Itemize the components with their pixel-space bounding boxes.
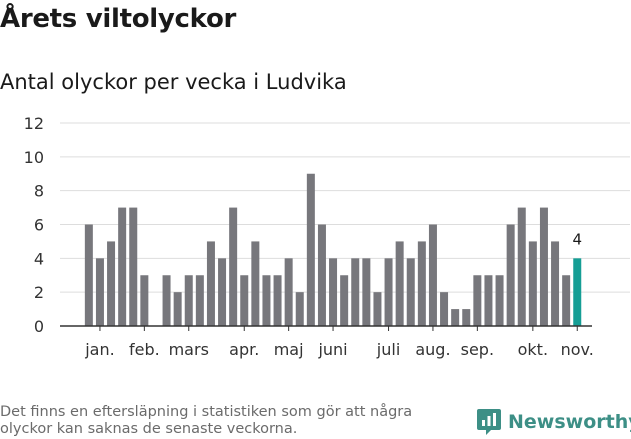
footnote: Det finns en eftersläpning i statistiken… — [0, 404, 413, 437]
bar — [295, 292, 304, 326]
bar — [528, 241, 537, 326]
bar — [262, 275, 271, 326]
x-tick-label: juli — [376, 340, 400, 359]
bar — [84, 224, 93, 326]
bar — [562, 275, 571, 326]
bar — [284, 258, 293, 326]
bar — [551, 241, 560, 326]
bar — [362, 258, 371, 326]
y-tick-label: 8 — [34, 182, 44, 201]
bar — [95, 258, 104, 326]
bar — [506, 224, 515, 326]
bar — [395, 241, 404, 326]
bar — [484, 275, 493, 326]
bar-chart: 0 2 4 6 8 10 12 4 jan. feb. mars apr. maj juni juli aug… — [24, 114, 630, 359]
bar — [273, 275, 282, 326]
bar — [539, 207, 548, 326]
bar — [406, 258, 415, 326]
x-tick-label: nov. — [561, 340, 594, 359]
y-tick-label: 12 — [24, 114, 44, 133]
x-tick-label: aug. — [415, 340, 450, 359]
x-tick-label: apr. — [229, 340, 259, 359]
bar — [329, 258, 338, 326]
bar — [118, 207, 127, 326]
x-tick-label: maj — [274, 340, 304, 359]
bar — [317, 224, 326, 326]
bar — [417, 241, 426, 326]
chart-title: Årets viltolyckor — [0, 4, 237, 34]
x-tick-label: sep. — [461, 340, 494, 359]
bar — [495, 275, 504, 326]
x-tick-label: feb. — [129, 340, 160, 359]
y-tick-label: 10 — [24, 148, 44, 167]
bar — [129, 207, 138, 326]
chart-subtitle: Antal olyckor per vecka i Ludvika — [0, 70, 347, 94]
brand-name: Newsworthy — [508, 411, 631, 433]
y-tick-label: 0 — [34, 317, 44, 336]
bar — [428, 224, 437, 326]
x-tick-label: mars — [169, 340, 209, 359]
bar — [206, 241, 215, 326]
bar — [473, 275, 482, 326]
bar — [462, 309, 471, 326]
bar — [351, 258, 360, 326]
bar — [184, 275, 193, 326]
bar — [173, 292, 182, 326]
data-label: 4 — [572, 230, 582, 248]
bar — [107, 241, 116, 326]
bar — [451, 309, 460, 326]
x-tick-label: jan. — [84, 340, 114, 359]
bar — [440, 292, 449, 326]
x-tick-label: juni — [317, 340, 347, 359]
bar — [340, 275, 349, 326]
bar — [384, 258, 393, 326]
bar-highlight — [573, 258, 582, 326]
bar — [517, 207, 526, 326]
y-tick-label: 6 — [34, 216, 44, 235]
bar — [306, 173, 315, 326]
bar — [218, 258, 227, 326]
brand-logo[interactable]: Newsworthy — [476, 408, 631, 436]
y-tick-label: 4 — [34, 249, 44, 268]
bar — [195, 275, 204, 326]
bar — [251, 241, 260, 326]
newsworthy-logo-icon — [477, 409, 501, 435]
bar — [240, 275, 249, 326]
bar — [373, 292, 382, 326]
bar — [140, 275, 149, 326]
bar — [229, 207, 238, 326]
x-tick-label: okt. — [518, 340, 548, 359]
y-tick-label: 2 — [34, 283, 44, 302]
bar — [162, 275, 171, 326]
